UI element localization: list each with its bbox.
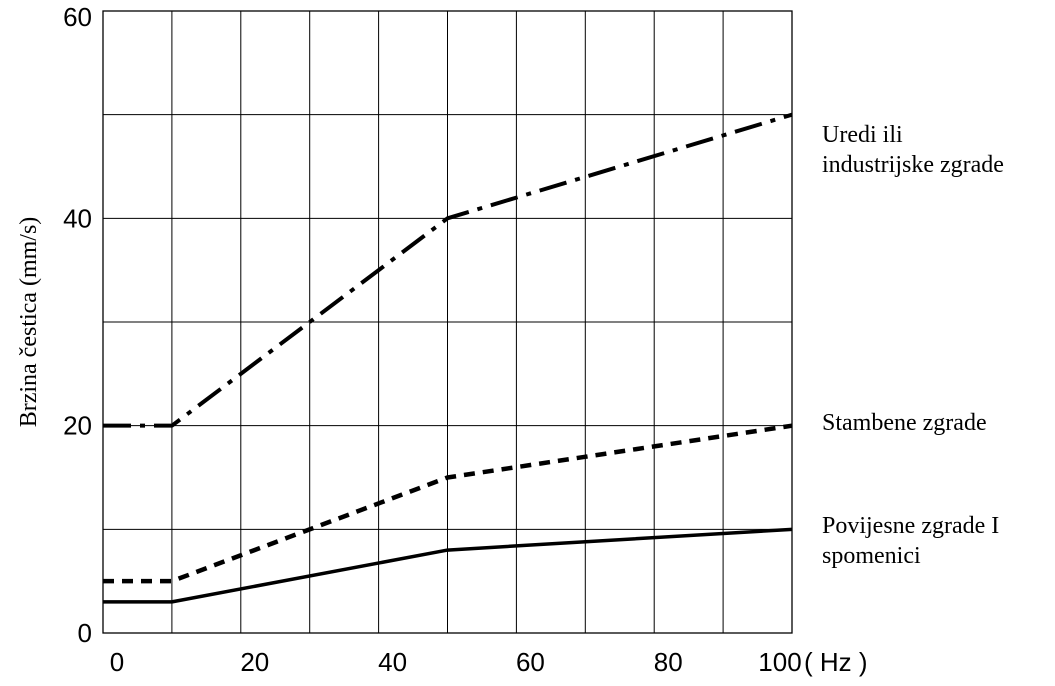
y-axis-label: Brzina čestica (mm/s) bbox=[16, 217, 42, 428]
series-line-dotted bbox=[103, 423, 793, 584]
x-tick-label: 40 bbox=[378, 647, 407, 677]
y-tick-label: 0 bbox=[78, 618, 92, 648]
series-line-dash-dot bbox=[103, 112, 793, 428]
x-tick-labels: 0 20 40 60 80 100 bbox=[110, 647, 802, 677]
series-label: Stambene zgrade bbox=[822, 410, 987, 436]
grid bbox=[103, 11, 792, 633]
y-tick-label: 20 bbox=[63, 411, 92, 441]
y-tick-labels: 0 20 40 60 bbox=[63, 2, 92, 648]
y-tick-label: 60 bbox=[63, 2, 92, 32]
x-tick-label: 20 bbox=[240, 647, 269, 677]
series-label: industrijske zgrade bbox=[822, 152, 1004, 178]
series-layer bbox=[103, 112, 793, 604]
x-tick-label: 0 bbox=[110, 647, 124, 677]
series-line-solid bbox=[103, 527, 793, 604]
series-label: Povijesne zgrade I bbox=[822, 513, 999, 539]
series-label: spomenici bbox=[822, 543, 921, 569]
x-tick-label: 80 bbox=[654, 647, 683, 677]
series-labels: Uredi ili industrijske zgrade Stambene zgr… bbox=[822, 122, 1004, 569]
series-label: Uredi ili bbox=[822, 122, 903, 148]
x-tick-label: 100 bbox=[758, 647, 801, 677]
plot-frame bbox=[102, 10, 793, 634]
x-axis-unit: ( Hz ) bbox=[804, 647, 868, 677]
y-tick-label: 40 bbox=[63, 203, 92, 233]
x-tick-label: 60 bbox=[516, 647, 545, 677]
